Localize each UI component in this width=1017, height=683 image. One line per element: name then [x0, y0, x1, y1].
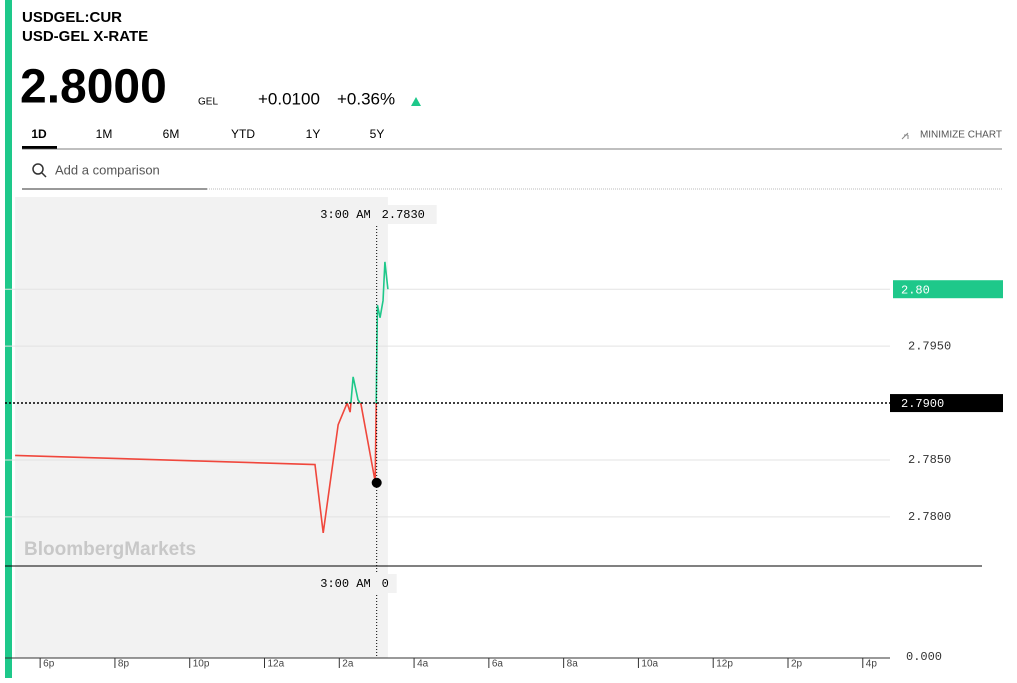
last-value-label: 2.80 [901, 283, 930, 297]
search-icon [32, 163, 44, 175]
price-line-up [346, 261, 389, 404]
volume-crosshair-value: 0 [382, 577, 389, 591]
up-arrow [411, 97, 421, 106]
minimize-icon [901, 132, 909, 140]
crosshair-time: 3:00 AM [320, 208, 370, 222]
x-tick-label: 6p [43, 659, 55, 670]
x-tick-label: 12a [268, 659, 285, 670]
x-tick-label: 2p [791, 659, 803, 670]
watermark: BloombergMarkets [24, 539, 196, 560]
tab[interactable]: 5Y [370, 127, 385, 141]
x-tick-label: 10p [193, 659, 210, 670]
crosshair-box [306, 205, 437, 224]
instrument-name: USD-GEL X-RATE [22, 28, 148, 45]
crosshair-value: 2.7830 [382, 208, 425, 222]
price: 2.8000 [20, 61, 167, 114]
y-tick-label: 2.7950 [908, 339, 951, 353]
volume-tick-label: 0.000 [906, 650, 942, 664]
change-pct: +0.36% [337, 89, 395, 108]
price-line-down [15, 403, 377, 533]
x-tick-label: 6a [492, 659, 504, 670]
crosshair-point [371, 477, 382, 488]
tab[interactable]: 1M [96, 127, 113, 141]
reference-tag [890, 394, 1003, 413]
tab[interactable]: 6M [163, 127, 180, 141]
tab[interactable]: YTD [231, 127, 255, 141]
chart: 2.7800 2.7850 2.7950 2.80 2.7900 3:00 AM 2.783… [5, 197, 1003, 670]
x-tick-label: 4p [866, 659, 878, 670]
accent-bar [5, 0, 12, 678]
volume-crosshair-box [306, 574, 397, 593]
x-tick-label: 8p [118, 659, 130, 670]
search-icon-handle [41, 172, 47, 178]
x-tick-label: 4a [417, 659, 429, 670]
volume-crosshair-time: 3:00 AM [320, 577, 370, 591]
tab[interactable]: 1Y [306, 127, 321, 141]
last-value-tag [893, 280, 1003, 299]
change: +0.0100 [258, 89, 320, 108]
tabs: 1D 1M 6M YTD 1Y 5Y [31, 127, 384, 141]
active-tab-underline [22, 146, 57, 149]
x-tick-label: 10a [641, 659, 658, 670]
tab[interactable]: 1D [31, 127, 47, 141]
x-tick-label: 8a [567, 659, 579, 670]
minimize-chart[interactable]: MINIMIZE CHART [920, 130, 1002, 141]
x-tick-label: 12p [716, 659, 733, 670]
y-tick-label: 2.7850 [908, 453, 951, 467]
ticker: USDGEL:CUR [22, 9, 122, 26]
x-tick-label: 2a [342, 659, 354, 670]
search-input[interactable]: Add a comparison [55, 162, 160, 177]
y-tick-label: 2.7800 [908, 510, 951, 524]
reference-label: 2.7900 [901, 397, 944, 411]
currency: GEL [198, 97, 218, 108]
